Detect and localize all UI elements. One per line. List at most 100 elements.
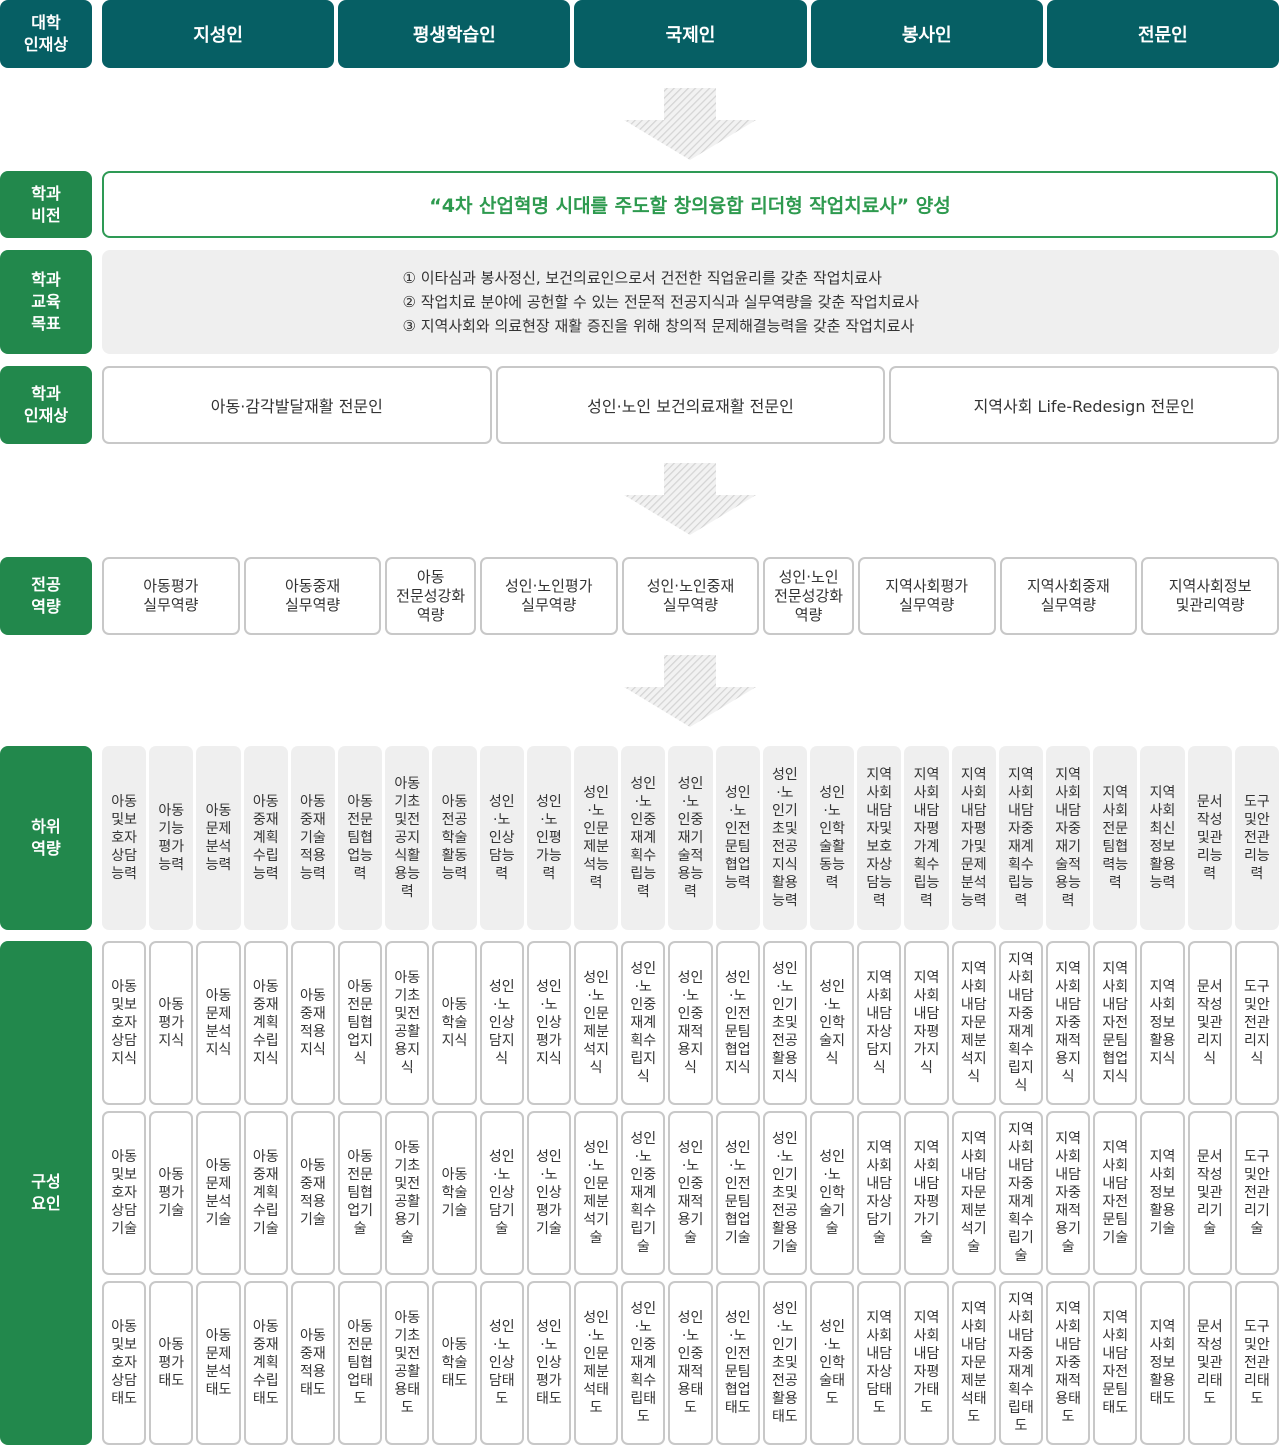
sub-competency: 지역 사회 내담 자및 보호 자상 담능 력	[857, 746, 902, 930]
attitude-item: 성인 ·노 인중 재적 용태 도	[668, 1281, 713, 1445]
column-text: 아동 전문 팀협 업태 도	[347, 1319, 373, 1407]
sub-competency: 지역 사회 전문 팀협 력능 력	[1093, 746, 1138, 930]
hatched-down-arrow-icon	[624, 88, 756, 160]
column-text: 문서 작성 및관 리기 술	[1196, 1149, 1223, 1237]
column-text: 성인 ·노 인기 초및 전공 활용 기술	[772, 1131, 798, 1255]
attitude-item: 성인 ·노 인기 초및 전공 활용 태도	[762, 1281, 807, 1445]
attitude-item: 성인 ·노 인상 평가 태도	[526, 1281, 571, 1445]
column-text: 아동 중재 적용 태도	[300, 1328, 326, 1398]
skill-item: 성인 ·노 인학 술기 술	[810, 1111, 855, 1275]
skill-item: 지역 사회 내담 자중 재계 획수 립기 술	[998, 1111, 1043, 1275]
univ-talent: 전문인	[1046, 0, 1279, 68]
column-text: 성인 ·노 인평 가능 력	[536, 794, 562, 882]
column-text: 지역 사회 내담 자중 재계 획수 립태 도	[1008, 1292, 1034, 1434]
column-text: 아동 학술 기술	[441, 1167, 468, 1219]
label-dept-talent: 학과 인재상	[0, 366, 92, 444]
sub-competency: 지역 사회 내담 자평 가계 획수 립능 력	[904, 746, 949, 930]
column-text: 성인 ·노 인상 평가 지식	[536, 979, 562, 1067]
univ-talent: 국제인	[574, 0, 807, 68]
major-competency: 아동 전문성강화 역량	[385, 557, 476, 635]
major-competency: 지역사회평가 실무역량	[857, 557, 996, 635]
column-text: 지역 사회 정보 활용 기술	[1149, 1149, 1176, 1237]
sub-competency: 지역 사회 내담 자중 재계 획수 립능 력	[998, 746, 1043, 930]
sub-competency: 아동 전문 팀협 업능 력	[338, 746, 383, 930]
skill-item: 지역 사회 내담 자중 재적 용기 술	[1046, 1111, 1091, 1275]
attitude-item: 문서 작성 및관 리태 도	[1187, 1281, 1232, 1445]
major-competency: 성인·노인중재 실무역량	[621, 557, 760, 635]
attitude-item: 지역 사회 정보 활용 태도	[1140, 1281, 1185, 1445]
knowledge-row: 아동 및보 호자 상담 지식 아동 평가 지식 아동 문제 분석 지식 아동 중재 계획 수립 지식 아동 중재 적용…	[102, 941, 1279, 1105]
skill-item: 성인 ·노 인상 평가 기술	[526, 1111, 571, 1275]
column-text: 성인 ·노 인문 제분 석능 력	[583, 785, 609, 891]
skill-item: 아동 및보 호자 상담 기술	[102, 1111, 147, 1275]
major-competency: 지역사회정보 및관리역량	[1141, 557, 1279, 635]
column-text: 지역 사회 내담 자문 제분 석태 도	[960, 1301, 987, 1425]
sub-competency: 아동 기초 및전 공지 식활 용능 력	[385, 746, 430, 930]
column-text: 지역 사회 내담 자문 제분 석지 식	[960, 961, 987, 1085]
dept-vision: “4차 산업혁명 시대를 주도할 창의융합 리더형 작업치료사” 양성	[102, 171, 1278, 238]
attitude-item: 아동 중재 계획 수립 태도	[243, 1281, 288, 1445]
attitude-item: 아동 문제 분석 태도	[196, 1281, 241, 1445]
sub-competency: 지역 사회 최신 정보 활용 능력	[1140, 746, 1185, 930]
skill-item: 아동 문제 분석 기술	[196, 1111, 241, 1275]
column-text: 아동 문제 분석 능력	[205, 803, 232, 873]
label-sub-competency: 하위 역량	[0, 746, 92, 930]
knowledge-item: 지역 사회 정보 활용 지식	[1140, 941, 1185, 1105]
column-text: 성인 ·노 인문 제분 석기 술	[583, 1140, 609, 1246]
knowledge-item: 아동 중재 계획 수립 지식	[243, 941, 288, 1105]
attitude-item: 성인 ·노 인중 재계 획수 립태 도	[621, 1281, 666, 1445]
attitude-item: 아동 및보 호자 상담 태도	[102, 1281, 147, 1445]
skill-row: 아동 및보 호자 상담 기술 아동 평가 기술 아동 문제 분석 기술 아동 중재 계획 수립 기술 아동 중재 적용…	[102, 1111, 1279, 1275]
sub-competency: 성인 ·노 인상 담능 력	[479, 746, 524, 930]
column-text: 성인 ·노 인중 재기 술적 용능 력	[677, 776, 704, 900]
column-text: 아동 전문 팀협 업지 식	[347, 979, 373, 1067]
knowledge-item: 아동 평가 지식	[149, 941, 194, 1105]
hatched-down-arrow-icon	[624, 655, 756, 727]
skill-item: 성인 ·노 인문 제분 석기 술	[574, 1111, 619, 1275]
column-text: 문서 작성 및관 리능 력	[1196, 794, 1223, 882]
column-text: 지역 사회 최신 정보 활용 능력	[1149, 785, 1176, 891]
knowledge-item: 아동 및보 호자 상담 지식	[102, 941, 147, 1105]
column-text: 지역 사회 내담 자중 재계 획수 립능 력	[1008, 767, 1034, 909]
column-text: 성인 ·노 인상 담지 식	[488, 979, 515, 1067]
knowledge-item: 아동 전문 팀협 업지 식	[338, 941, 383, 1105]
column-text: 성인 ·노 인상 평가 기술	[536, 1149, 562, 1237]
column-text: 아동 평가 지식	[158, 997, 185, 1049]
column-text: 성인 ·노 인중 재적 용지 식	[677, 970, 704, 1076]
column-text: 지역 사회 내담 자평 가및 문제 분석 능력	[960, 767, 987, 909]
skill-item: 지역 사회 내담 자상 담기 술	[857, 1111, 902, 1275]
column-text: 성인 ·노 인문 제분 석지 식	[583, 970, 609, 1076]
knowledge-item: 지역 사회 내담 자문 제분 석지 식	[951, 941, 996, 1105]
column-text: 아동 학술 태도	[441, 1337, 468, 1389]
skill-item: 아동 학술 기술	[432, 1111, 477, 1275]
column-text: 성인 ·노 인기 초및 전공 지식 활용 능력	[772, 767, 798, 909]
knowledge-item: 지역 사회 내담 자평 가지 식	[904, 941, 949, 1105]
column-text: 도구 및안 전관 리기 술	[1244, 1149, 1270, 1237]
column-text: 지역 사회 정보 활용 태도	[1149, 1319, 1176, 1407]
sub-competency: 도구 및안 전관 리능 력	[1234, 746, 1279, 930]
label-major-competency: 전공 역량	[0, 557, 92, 635]
column-text: 지역 사회 내담 자문 제분 석기 술	[960, 1131, 987, 1255]
major-competency: 지역사회중재 실무역량	[999, 557, 1138, 635]
column-text: 성인 ·노 인학 술기 술	[819, 1149, 845, 1237]
column-text: 성인 ·노 인학 술지 식	[819, 979, 845, 1067]
university-talent-row: 지성인 평생학습인 국제인 봉사인 전문인	[102, 0, 1279, 68]
dept-talent: 성인·노인 보건의료재활 전문인	[495, 366, 886, 444]
column-text: 성인 ·노 인전 문팀 협업 기술	[724, 1140, 751, 1246]
skill-item: 성인 ·노 인상 담기 술	[479, 1111, 524, 1275]
column-text: 아동 전문 팀협 업기 술	[347, 1149, 373, 1237]
column-text: 성인 ·노 인기 초및 전공 활용 지식	[772, 961, 798, 1085]
knowledge-item: 성인 ·노 인문 제분 석지 식	[574, 941, 619, 1105]
attitude-item: 도구 및안 전관 리태 도	[1234, 1281, 1279, 1445]
column-text: 지역 사회 내담 자상 담기 술	[866, 1140, 893, 1246]
goal-item: ③ 지역사회와 의료현장 재활 증진을 위해 창의적 문제해결능력을 갖춘 작업…	[402, 317, 915, 335]
sub-competency: 성인 ·노 인평 가능 력	[526, 746, 571, 930]
attitude-item: 성인 ·노 인문 제분 석태 도	[574, 1281, 619, 1445]
knowledge-item: 성인 ·노 인기 초및 전공 활용 지식	[762, 941, 807, 1105]
attitude-item: 성인 ·노 인전 문팀 협업 태도	[715, 1281, 760, 1445]
knowledge-item: 아동 기초 및전 공활 용지 식	[385, 941, 430, 1105]
knowledge-item: 아동 학술 지식	[432, 941, 477, 1105]
label-components: 구성 요인	[0, 941, 92, 1445]
column-text: 성인 ·노 인기 초및 전공 활용 태도	[772, 1301, 798, 1425]
skill-item: 아동 기초 및전 공활 용기 술	[385, 1111, 430, 1275]
